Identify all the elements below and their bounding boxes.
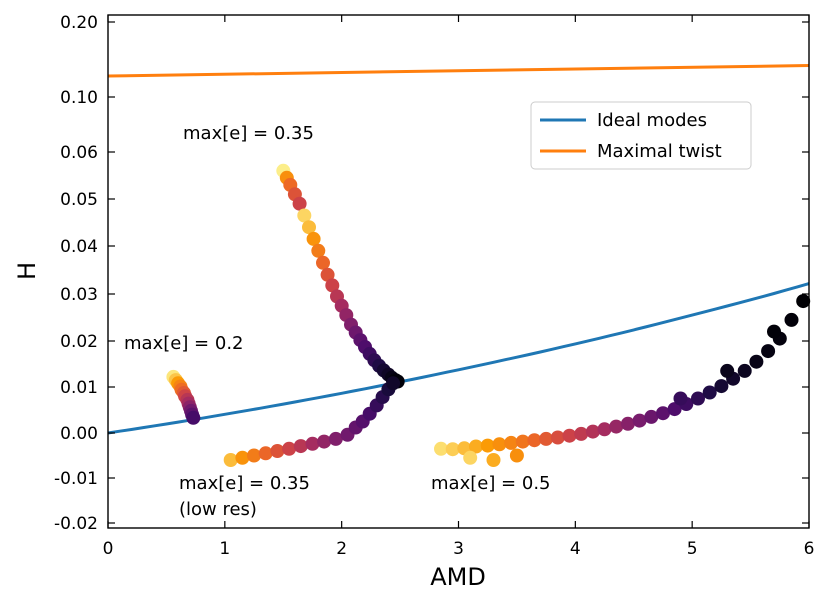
x-tick-label: 0 bbox=[103, 539, 114, 559]
scatter-point-group-0 bbox=[186, 410, 201, 425]
scatter-point-group-2 bbox=[223, 453, 238, 467]
line-ideal-modes bbox=[107, 282, 810, 435]
scatter-point-group-3 bbox=[515, 434, 530, 449]
scatter-point-group-2 bbox=[270, 444, 285, 458]
scatter-point-group-3 bbox=[784, 312, 799, 327]
scatter-point-group-2 bbox=[247, 448, 261, 463]
scatter-point-group-1 bbox=[320, 267, 335, 282]
annotation-max-e-0-35: max[e] = 0.35 bbox=[183, 123, 314, 144]
scatter-point-group-3 bbox=[550, 430, 565, 445]
legend-label-ideal-modes: Ideal modes bbox=[597, 110, 707, 131]
scatter-point-group-2 bbox=[386, 376, 401, 391]
scatter-point-group-3 bbox=[597, 422, 612, 437]
scatter-point-group-3 bbox=[714, 379, 729, 394]
legend-label-maximal-twist: Maximal twist bbox=[597, 141, 722, 162]
scatter-point-group-3 bbox=[667, 402, 682, 417]
x-tick-label: 2 bbox=[336, 539, 347, 559]
scatter-point-group-2 bbox=[258, 446, 273, 461]
ticks-layer: 0 1 2 3 4 5 6 -0.02 -0.01 0.00 0.01 0.02 0.03 0.04 0.0… bbox=[54, 13, 814, 559]
y-tick-label: 0.01 bbox=[60, 378, 98, 398]
scatter-point-group-2 bbox=[293, 439, 308, 454]
scatter-point-group-1 bbox=[325, 278, 340, 293]
x-tick-label: 3 bbox=[453, 539, 464, 559]
scatter-point-group-3 bbox=[445, 442, 460, 457]
x-tick-label: 6 bbox=[804, 539, 815, 559]
scatter-point-group-3 bbox=[796, 294, 811, 309]
y-tick-label: -0.01 bbox=[54, 469, 98, 489]
y-tick-label: 0.06 bbox=[60, 143, 98, 163]
scatter-point-group-3 bbox=[767, 324, 781, 339]
y-tick-label: 0.05 bbox=[60, 190, 98, 210]
scatter-point-group-1 bbox=[306, 231, 321, 246]
scatter-point-group-1 bbox=[316, 255, 330, 270]
y-axis-label: H bbox=[13, 262, 41, 280]
scatter-point-group-3 bbox=[620, 416, 635, 431]
scatter-point-group-3 bbox=[434, 441, 448, 456]
scatter-point-group-3 bbox=[480, 438, 495, 453]
x-axis-label: AMD bbox=[430, 563, 486, 591]
scatter-point-group-3 bbox=[539, 431, 554, 446]
annotation-max-e-0-35-low-res: max[e] = 0.35 bbox=[179, 473, 310, 494]
scatter-point-group-2 bbox=[235, 450, 250, 465]
scatter-point-group-2 bbox=[282, 441, 297, 456]
scatter-point-group-3 bbox=[585, 424, 600, 439]
scatter-point-group-2 bbox=[328, 431, 343, 446]
line-maximal-twist bbox=[107, 64, 810, 78]
scatter-point-group-3 bbox=[691, 391, 705, 406]
scatter-point-group-3 bbox=[486, 453, 501, 467]
scatter-point-group-1 bbox=[297, 208, 312, 223]
scatter-point-group-3 bbox=[469, 439, 483, 454]
scatter-point-group-3 bbox=[737, 363, 752, 378]
scatter-point-group-3 bbox=[644, 409, 659, 424]
annotation-low-res: (low res) bbox=[179, 499, 257, 520]
scatter-point-group-3 bbox=[749, 354, 764, 369]
scatter-point-group-3 bbox=[632, 413, 647, 428]
legend: Ideal modes Maximal twist bbox=[530, 101, 752, 170]
y-tick-label: 0.04 bbox=[60, 237, 98, 257]
scatter-point-group-1 bbox=[302, 220, 316, 235]
scatter-point-group-1 bbox=[292, 196, 307, 211]
scatter-point-group-3 bbox=[527, 433, 542, 448]
scatter-point-group-2 bbox=[317, 434, 332, 449]
y-tick-label: 0.20 bbox=[60, 13, 98, 33]
scatter-point-group-3 bbox=[574, 426, 589, 441]
annotations: max[e] = 0.2 max[e] = 0.35 max[e] = 0.35… bbox=[124, 123, 551, 520]
scatter-point-group-3 bbox=[492, 437, 507, 452]
y-tick-label: 0.02 bbox=[60, 332, 98, 352]
scatter-point-group-3 bbox=[656, 406, 670, 421]
y-tick-label: 0.03 bbox=[60, 285, 98, 305]
scatter-point-group-1 bbox=[311, 243, 326, 258]
scatter-point-group-3 bbox=[720, 363, 735, 378]
x-tick-label: 4 bbox=[570, 539, 581, 559]
scatter-point-group-2 bbox=[305, 436, 320, 451]
annotation-max-e-0-2: max[e] = 0.2 bbox=[124, 333, 244, 354]
y-tick-label: -0.02 bbox=[54, 514, 98, 534]
y-tick-label: 0.00 bbox=[60, 424, 98, 444]
scatter-point-group-3 bbox=[509, 448, 524, 463]
scatter-point-group-3 bbox=[673, 391, 688, 406]
scatter-point-group-3 bbox=[702, 385, 717, 400]
lines-layer bbox=[107, 64, 810, 435]
x-tick-label: 5 bbox=[687, 539, 698, 559]
x-tick-label: 1 bbox=[219, 539, 230, 559]
scatter-point-group-3 bbox=[463, 450, 478, 465]
scatter-point-group-3 bbox=[761, 344, 776, 359]
scatter-layer bbox=[166, 163, 811, 467]
annotation-max-e-0-5: max[e] = 0.5 bbox=[431, 473, 551, 494]
scatter-point-group-3 bbox=[504, 435, 519, 450]
scatter-point-group-3 bbox=[562, 428, 577, 443]
y-tick-label: 0.10 bbox=[60, 88, 98, 108]
scatter-point-group-3 bbox=[609, 419, 624, 434]
